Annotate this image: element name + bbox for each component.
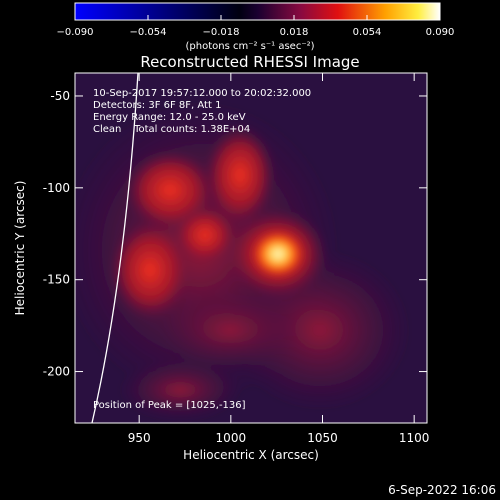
annotation: 10-Sep-2017 19:57:12.000 to 20:02:32.000 (93, 88, 311, 99)
colorbar-tick-label: 0.090 (426, 27, 455, 38)
colorbar-tick-label: −0.054 (129, 27, 166, 38)
colorbar-frame (74, 2, 441, 21)
y-tick-label: -150 (43, 273, 70, 287)
plot-frame (74, 72, 428, 424)
colorbar-tick-label: 0.018 (280, 27, 309, 38)
chart-title: Reconstructed RHESSI Image (140, 53, 359, 71)
x-tick-label: 950 (128, 431, 151, 445)
colorbar-tick-label: −0.018 (202, 27, 239, 38)
annotation: Energy Range: 12.0 - 25.0 keV (93, 112, 246, 123)
peak-label: Position of Peak = [1025,-136] (93, 400, 246, 411)
y-axis-title: Heliocentric Y (arcsec) (13, 181, 27, 316)
colorbar (75, 3, 440, 20)
y-tick-label: -200 (43, 365, 70, 379)
image (75, 73, 427, 423)
annotation: Detectors: 3F 6F 8F, Att 1 (93, 100, 221, 111)
colorbar-tick-label: 0.054 (353, 27, 382, 38)
y-tick-label: -50 (50, 89, 70, 103)
x-tick-label: 1000 (216, 431, 247, 445)
colorbar-label: (photons cm⁻² s⁻¹ asec⁻²) (185, 41, 314, 52)
annotation: Clean Total counts: 1.38E+04 (93, 124, 250, 135)
x-tick-label: 1100 (399, 431, 430, 445)
colorbar-tick-label: −0.090 (56, 27, 93, 38)
footer-date: 6-Sep-2022 16:06 (388, 483, 496, 497)
y-tick-label: -100 (43, 181, 70, 195)
x-axis-title: Heliocentric X (arcsec) (183, 448, 319, 462)
x-tick-label: 1050 (307, 431, 338, 445)
